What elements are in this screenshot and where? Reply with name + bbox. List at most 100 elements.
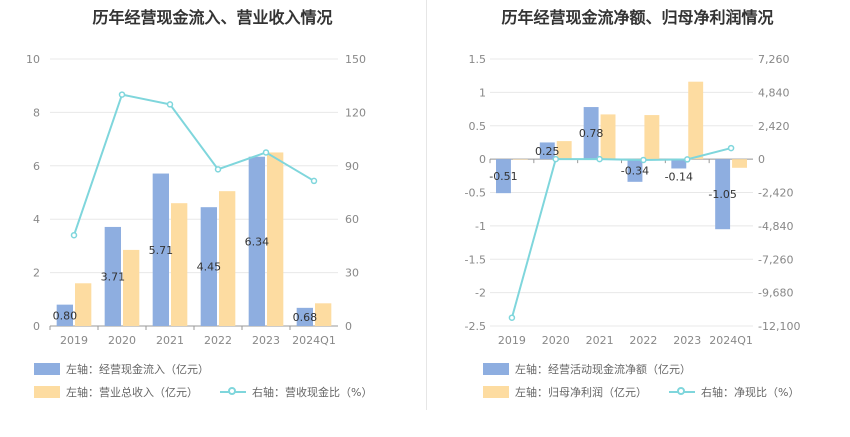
bar-series-2 [644, 115, 660, 160]
category-label: 2023 [673, 334, 701, 347]
category-label: 2022 [629, 334, 657, 347]
bar-data-label: 0.25 [535, 145, 560, 158]
bar-series-1 [671, 159, 687, 169]
left-axis-tick-label: 10 [26, 53, 40, 66]
right-axis-tick-label: 120 [345, 106, 366, 119]
left-axis-tick-label: -2.5 [465, 320, 486, 333]
bar-data-label: 0.78 [579, 127, 604, 140]
right-axis-tick-label: -7,260 [758, 253, 793, 266]
chart-title: 历年经营现金流净额、归母净利润情况 [501, 8, 774, 27]
bar-series-1 [715, 159, 731, 230]
bar-series-2 [171, 203, 188, 326]
legend-label: 左轴：归母净利润（亿元） [515, 386, 647, 399]
left-axis-tick-label: 0 [33, 320, 40, 333]
line-point [727, 144, 735, 152]
legend-label: 左轴：经营现金流入（亿元） [66, 363, 209, 376]
left-axis-tick-label: 8 [33, 106, 40, 119]
bar-data-label: 0.68 [293, 311, 318, 324]
bar-series-2 [123, 249, 140, 326]
right-axis-tick-label: 30 [345, 267, 359, 280]
line-point [508, 314, 516, 321]
bar-series-2 [75, 283, 92, 326]
bar-series-2 [556, 141, 572, 160]
chart-panel-netcash-profit: 历年经营现金流净额、归母净利润情况 -2.5 -2 -1.5 -1 -0.5 0 0.5 1 1… [425, 0, 850, 437]
chart-panel-cashflow-revenue: 历年经营现金流入、营业收入情况 0 2 4 6 8 10 0 30 60 90 120 150 2019… [26, 8, 372, 400]
left-axis-tick-label: -0.5 [465, 187, 486, 200]
legend-swatch [34, 386, 60, 398]
chart-svg: -2.5 -2 -1.5 -1 -0.5 0 0.5 1 1.5 -12,100 -9,680 -7,… [465, 53, 801, 347]
bar-series-2 [315, 303, 332, 326]
bar-series-1 [104, 226, 121, 326]
left-axis-tick-label: 1 [479, 86, 486, 99]
left-axis-tick-label: 4 [33, 213, 40, 226]
category-label: 2019 [498, 334, 526, 347]
legend-swatch [34, 363, 60, 375]
right-axis-tick-label: 90 [345, 160, 359, 173]
line-point [214, 166, 222, 173]
bar-data-label: -0.14 [665, 170, 693, 183]
legend-label: 右轴：净现比（%） [701, 386, 800, 399]
legend-item-revenue[interactable]: 左轴：营业总收入（亿元） [34, 384, 198, 400]
line-series [73, 93, 315, 236]
left-axis-tick-label: -1.5 [465, 253, 486, 266]
legend-item-ratio[interactable]: 右轴：营收现金比（%） [220, 384, 372, 400]
right-axis-tick-label: 7,260 [758, 53, 790, 66]
legend-line-marker-icon [669, 386, 695, 398]
line-point [640, 156, 647, 164]
bar-series-2 [219, 191, 236, 326]
bar-series-2 [267, 152, 284, 326]
chart-svg: 0 2 4 6 8 10 0 30 60 90 120 150 2019 2020 2021 2022 2023… [26, 53, 366, 347]
category-label: 2022 [204, 334, 232, 347]
bar-data-label: -1.05 [708, 188, 736, 201]
right-axis-tick-label: 0 [345, 320, 352, 333]
line-point [166, 101, 174, 108]
left-axis-tick-label: -2 [475, 287, 486, 300]
bar-series-2 [600, 114, 616, 160]
legend-label: 左轴：经营活动现金流净额（亿元） [515, 363, 691, 376]
bar-data-label: 0.80 [53, 309, 78, 322]
right-axis-tick-label: 0 [758, 153, 765, 166]
bar-series-1 [539, 142, 555, 160]
line-point [552, 155, 559, 163]
right-axis-tick-label: 150 [345, 53, 366, 66]
bar-series-1 [56, 304, 73, 326]
left-axis-tick-label: 0 [479, 153, 486, 166]
bar-data-label: 5.71 [149, 244, 174, 257]
panel-divider [426, 0, 427, 410]
legend-item-cash-inflow[interactable]: 左轴：经营现金流入（亿元） [34, 361, 209, 377]
line-point [310, 177, 318, 185]
left-axis-tick-label: -1 [475, 220, 486, 233]
line-point [70, 231, 78, 239]
left-axis-tick-label: 2 [33, 267, 40, 280]
category-label: 2019 [60, 334, 88, 347]
right-axis-tick-label: 60 [345, 213, 359, 226]
category-label: 2024Q1 [292, 334, 336, 347]
bar-data-label: -0.51 [489, 170, 517, 183]
legend-line-marker-icon [220, 386, 246, 398]
legend-swatch [483, 363, 509, 375]
bar-series-2 [688, 81, 704, 160]
line-point [596, 155, 603, 163]
right-axis-tick-label: -9,680 [758, 287, 793, 300]
right-axis-tick-label: -12,100 [758, 320, 800, 333]
legend-item-net-cashflow[interactable]: 左轴：经营活动现金流净额（亿元） [483, 361, 691, 377]
right-axis-tick-label: 2,420 [758, 120, 790, 133]
bar-data-label: 4.45 [197, 261, 222, 274]
bar-series-1 [627, 159, 643, 182]
right-axis-tick-label: -4,840 [758, 220, 793, 233]
legend-swatch [483, 386, 509, 398]
right-axis-tick-label: -2,420 [758, 187, 793, 200]
left-axis-tick-label: 1.5 [469, 53, 487, 66]
line-point [262, 149, 270, 156]
legend-label: 左轴：营业总收入（亿元） [66, 386, 198, 399]
left-axis-tick-label: 6 [33, 160, 40, 173]
bar-series-2 [512, 159, 528, 160]
bar-series-2 [732, 159, 747, 168]
bar-data-label: 3.71 [101, 270, 126, 283]
legend-item-net-profit[interactable]: 左轴：归母净利润（亿元） [483, 384, 647, 400]
legend-item-net-cash-ratio[interactable]: 右轴：净现比（%） [669, 384, 799, 400]
chart-title: 历年经营现金流入、营业收入情况 [92, 8, 333, 27]
category-label: 2021 [586, 334, 614, 347]
line-point [118, 91, 126, 98]
category-label: 2021 [156, 334, 184, 347]
